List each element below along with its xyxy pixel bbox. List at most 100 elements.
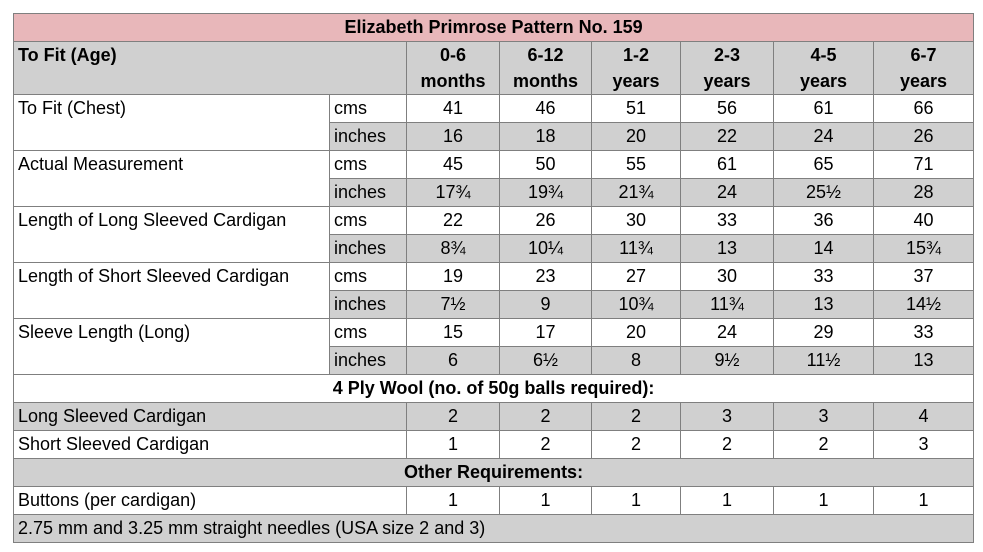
value-cell: 21¾	[591, 178, 681, 207]
measurement-row-inches: inches 7½ 9 10¾ 11¾ 13 14½	[14, 290, 975, 319]
value-cell: 7½	[406, 290, 500, 319]
other-heading-row: Other Requirements:	[12, 458, 975, 487]
value-cell: 71	[872, 150, 975, 179]
age-header-cell: 1-2 years	[591, 41, 681, 95]
measurement-row-inches: inches 6 6½ 8 9½ 11½ 13	[14, 346, 975, 375]
value-cell: 41	[406, 94, 500, 123]
measurement-row-inches: inches 17¾ 19¾ 21¾ 24 25½ 28	[14, 178, 975, 207]
value-cell: 46	[499, 94, 592, 123]
value-cell: 51	[591, 94, 681, 123]
value-cell: 11¾	[680, 290, 774, 319]
value-cell: 1	[773, 486, 874, 515]
wool-row: Long Sleeved Cardigan 2 2 2 3 3 4	[13, 402, 975, 431]
age-header-cell: 6-7 years	[872, 41, 975, 95]
value-cell: 2	[591, 430, 681, 459]
value-cell: 19	[406, 262, 500, 291]
value-cell: 50	[499, 150, 592, 179]
wool-row: Short Sleeved Cardigan 1 2 2 2 2 3	[13, 430, 975, 459]
value-cell: 13	[680, 234, 774, 263]
value-cell: 6	[406, 346, 500, 375]
value-cell: 37	[872, 262, 975, 291]
value-cell: 15¾	[872, 234, 975, 263]
value-cell: 22	[406, 206, 500, 235]
value-cell: 3	[872, 430, 975, 459]
unit-cell: inches	[329, 346, 407, 375]
unit-cell: cms	[329, 206, 407, 235]
measurement-row-cms: Length of Short Sleeved Cardigan cms 19 …	[13, 262, 975, 319]
value-cell: 1	[872, 486, 975, 515]
value-cell: 22	[680, 122, 774, 151]
value-cell: 24	[680, 318, 774, 347]
value-cell: 30	[591, 206, 681, 235]
value-cell: 3	[680, 402, 774, 431]
unit-cell: cms	[329, 318, 407, 347]
wool-heading-row: 4 Ply Wool (no. of 50g balls required):	[12, 374, 975, 403]
title-row: Elizabeth Primrose Pattern No. 159	[12, 13, 975, 42]
value-cell: 3	[773, 402, 874, 431]
age-header-label: To Fit (Age)	[13, 41, 407, 95]
value-cell: 23	[499, 262, 592, 291]
value-cell: 28	[872, 178, 975, 207]
age-header-row: To Fit (Age) 0-6 months 6-12 months 1-2 yea…	[13, 41, 975, 95]
value-cell: 65	[773, 150, 874, 179]
unit-cell: inches	[329, 290, 407, 319]
value-cell: 17	[499, 318, 592, 347]
value-cell: 6½	[499, 346, 592, 375]
table-title: Elizabeth Primrose Pattern No. 159	[12, 13, 975, 42]
value-cell: 19¾	[499, 178, 592, 207]
measurement-row-cms: Sleeve Length (Long) cms 15 17 20 24 29 …	[13, 318, 975, 375]
buttons-row: Buttons (per cardigan) 1 1 1 1 1 1	[13, 486, 975, 515]
age-header-cell: 6-12 months	[499, 41, 592, 95]
unit-cell: cms	[329, 262, 407, 291]
value-cell: 2	[499, 402, 592, 431]
unit-cell: inches	[329, 178, 407, 207]
value-cell: 26	[499, 206, 592, 235]
value-cell: 33	[680, 206, 774, 235]
measurement-row-inches: inches 16 18 20 22 24 26	[14, 122, 975, 151]
value-cell: 24	[773, 122, 874, 151]
value-cell: 1	[680, 486, 774, 515]
value-cell: 2	[499, 430, 592, 459]
value-cell: 8	[591, 346, 681, 375]
measurement-row-inches: inches 8¾ 10¼ 11¾ 13 14 15¾	[14, 234, 975, 263]
value-cell: 16	[406, 122, 500, 151]
age-header-cell: 2-3 years	[680, 41, 774, 95]
age-header-cell: 4-5 years	[773, 41, 874, 95]
value-cell: 56	[680, 94, 774, 123]
unit-cell: inches	[329, 234, 407, 263]
value-cell: 20	[591, 318, 681, 347]
value-cell: 13	[872, 346, 975, 375]
value-cell: 24	[680, 178, 774, 207]
unit-cell: cms	[329, 150, 407, 179]
value-cell: 17¾	[406, 178, 500, 207]
value-cell: 20	[591, 122, 681, 151]
needles-row: 2.75 mm and 3.25 mm straight needles (US…	[12, 514, 975, 543]
value-cell: 13	[773, 290, 874, 319]
measurement-label: To Fit (Chest)	[13, 94, 330, 151]
wool-row-label: Long Sleeved Cardigan	[13, 402, 407, 431]
value-cell: 33	[872, 318, 975, 347]
value-cell: 2	[773, 430, 874, 459]
value-cell: 1	[499, 486, 592, 515]
value-cell: 33	[773, 262, 874, 291]
measurement-label: Actual Measurement	[13, 150, 330, 207]
measurement-label: Sleeve Length (Long)	[13, 318, 330, 375]
value-cell: 29	[773, 318, 874, 347]
value-cell: 9	[499, 290, 592, 319]
measurement-row-cms: Length of Long Sleeved Cardigan cms 22 2…	[13, 206, 975, 263]
measurement-row-cms: Actual Measurement cms 45 50 55 61 65 71	[13, 150, 975, 207]
value-cell: 25½	[773, 178, 874, 207]
value-cell: 61	[680, 150, 774, 179]
value-cell: 11¾	[591, 234, 681, 263]
value-cell: 15	[406, 318, 500, 347]
value-cell: 11½	[773, 346, 874, 375]
value-cell: 40	[872, 206, 975, 235]
value-cell: 61	[773, 94, 874, 123]
measurement-label: Length of Short Sleeved Cardigan	[13, 262, 330, 319]
value-cell: 66	[872, 94, 975, 123]
value-cell: 2	[680, 430, 774, 459]
wool-row-label: Short Sleeved Cardigan	[13, 430, 407, 459]
value-cell: 26	[872, 122, 975, 151]
value-cell: 14½	[872, 290, 975, 319]
buttons-label: Buttons (per cardigan)	[13, 486, 407, 515]
